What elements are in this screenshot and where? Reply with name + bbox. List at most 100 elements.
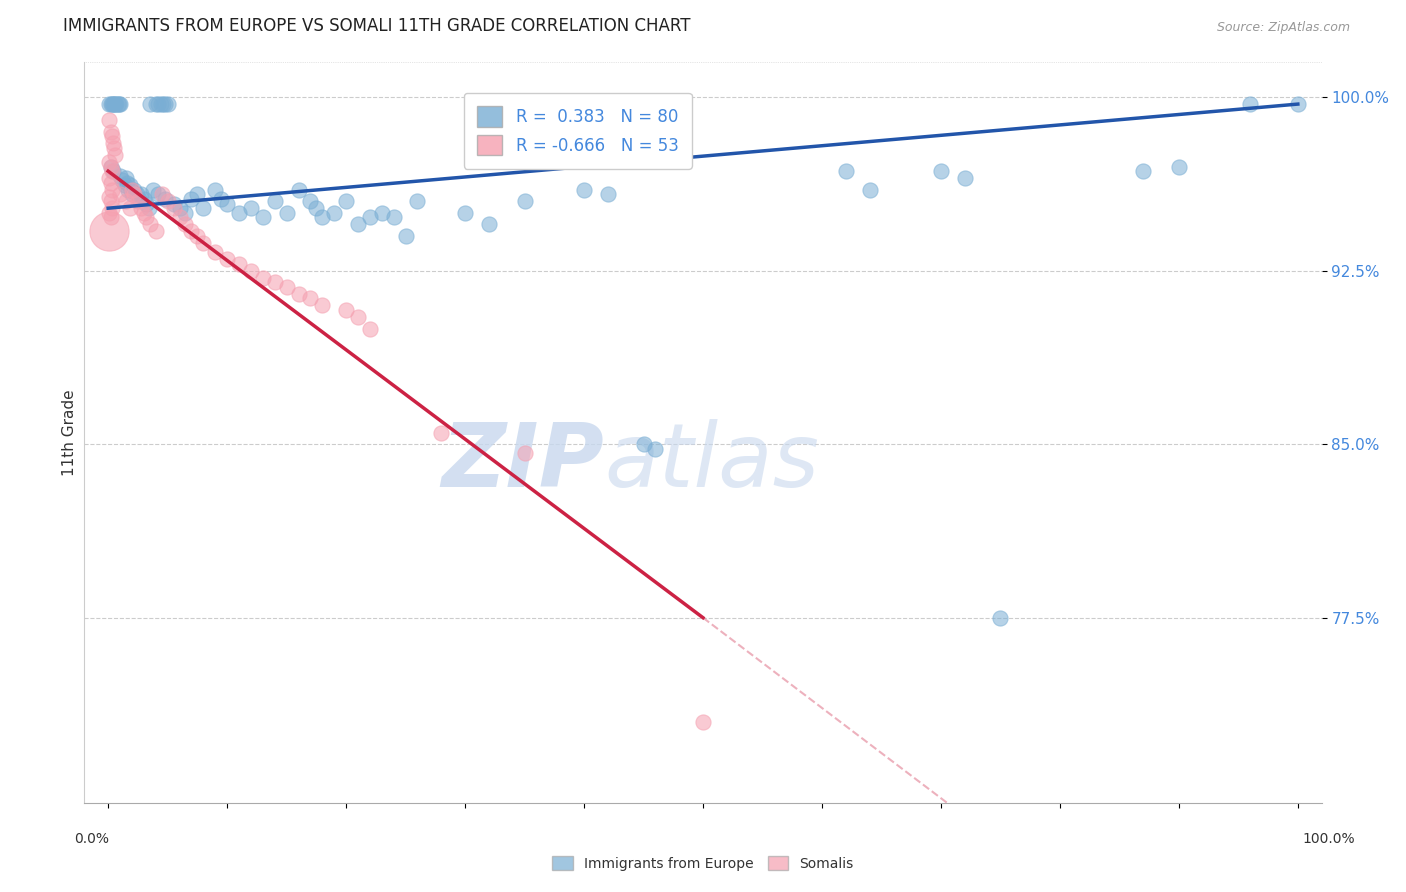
Point <box>108 169 131 183</box>
Point <box>359 321 381 335</box>
Point <box>311 211 333 225</box>
Point <box>104 97 127 112</box>
Point <box>98 189 121 203</box>
Point <box>193 235 215 250</box>
Point <box>155 97 177 112</box>
Point <box>118 201 141 215</box>
Point <box>100 160 122 174</box>
Point <box>572 183 595 197</box>
Point <box>100 176 122 190</box>
Point <box>124 183 146 197</box>
Point <box>128 192 150 206</box>
Point <box>252 211 274 225</box>
Point <box>835 164 858 178</box>
Point <box>101 136 124 151</box>
Point <box>174 218 197 232</box>
Point <box>132 206 155 220</box>
Point <box>394 229 416 244</box>
Point <box>98 113 121 128</box>
Point <box>107 97 129 112</box>
Point <box>135 211 157 225</box>
Point <box>103 141 125 155</box>
Point <box>513 194 536 209</box>
Point <box>186 187 208 202</box>
Point <box>335 303 357 318</box>
Point <box>155 192 177 206</box>
Point <box>131 201 153 215</box>
Point <box>596 187 619 202</box>
Point <box>252 270 274 285</box>
Point <box>105 97 128 112</box>
Point <box>263 275 285 289</box>
Point <box>180 224 202 238</box>
Point <box>98 155 121 169</box>
Point <box>382 211 405 225</box>
Point <box>156 194 179 209</box>
Point <box>174 206 197 220</box>
Point <box>513 446 536 460</box>
Point <box>1239 97 1261 112</box>
Point <box>169 211 191 225</box>
Point <box>100 201 122 215</box>
Text: Source: ZipAtlas.com: Source: ZipAtlas.com <box>1216 21 1350 34</box>
Point <box>287 286 309 301</box>
Point <box>347 218 370 232</box>
Point <box>127 194 149 209</box>
Point <box>299 292 322 306</box>
Point <box>287 183 309 197</box>
Point <box>98 171 121 186</box>
Y-axis label: 11th Grade: 11th Grade <box>62 389 77 476</box>
Point <box>117 183 139 197</box>
Point <box>98 206 121 220</box>
Point <box>100 97 122 112</box>
Point <box>1132 164 1154 178</box>
Point <box>276 280 298 294</box>
Point <box>111 173 134 187</box>
Point <box>359 211 381 225</box>
Point <box>156 97 179 112</box>
Point <box>953 171 976 186</box>
Point <box>239 201 262 215</box>
Point <box>108 97 131 112</box>
Point <box>100 183 122 197</box>
Point <box>142 183 165 197</box>
Point <box>454 206 477 220</box>
Point <box>100 160 122 174</box>
Point <box>138 201 160 215</box>
Point <box>104 148 127 162</box>
Point <box>193 201 215 215</box>
Point <box>100 211 122 225</box>
Point <box>101 164 124 178</box>
Point <box>371 206 394 220</box>
Point <box>204 183 226 197</box>
Point <box>1286 97 1309 112</box>
Point <box>217 196 239 211</box>
Point <box>115 194 138 209</box>
Point <box>217 252 239 266</box>
Point <box>108 97 131 112</box>
Legend: R =  0.383   N = 80, R = -0.666   N = 53: R = 0.383 N = 80, R = -0.666 N = 53 <box>464 93 692 169</box>
Point <box>145 224 167 238</box>
Point <box>131 187 153 202</box>
Point <box>406 194 429 209</box>
Point <box>929 164 952 178</box>
Point <box>98 97 121 112</box>
Point <box>1167 160 1189 174</box>
Point <box>101 97 124 112</box>
Point <box>276 206 298 220</box>
Point <box>114 178 136 192</box>
Point <box>858 183 880 197</box>
Point <box>100 97 122 112</box>
Point <box>146 97 169 112</box>
Point <box>120 183 142 197</box>
Point <box>115 176 138 190</box>
Point <box>100 129 122 144</box>
Point <box>299 194 322 209</box>
Point <box>263 194 285 209</box>
Point <box>100 194 122 209</box>
Point <box>115 171 138 186</box>
Point <box>145 97 167 112</box>
Point <box>139 97 162 112</box>
Text: IMMIGRANTS FROM EUROPE VS SOMALI 11TH GRADE CORRELATION CHART: IMMIGRANTS FROM EUROPE VS SOMALI 11TH GR… <box>63 17 690 35</box>
Point <box>633 437 655 451</box>
